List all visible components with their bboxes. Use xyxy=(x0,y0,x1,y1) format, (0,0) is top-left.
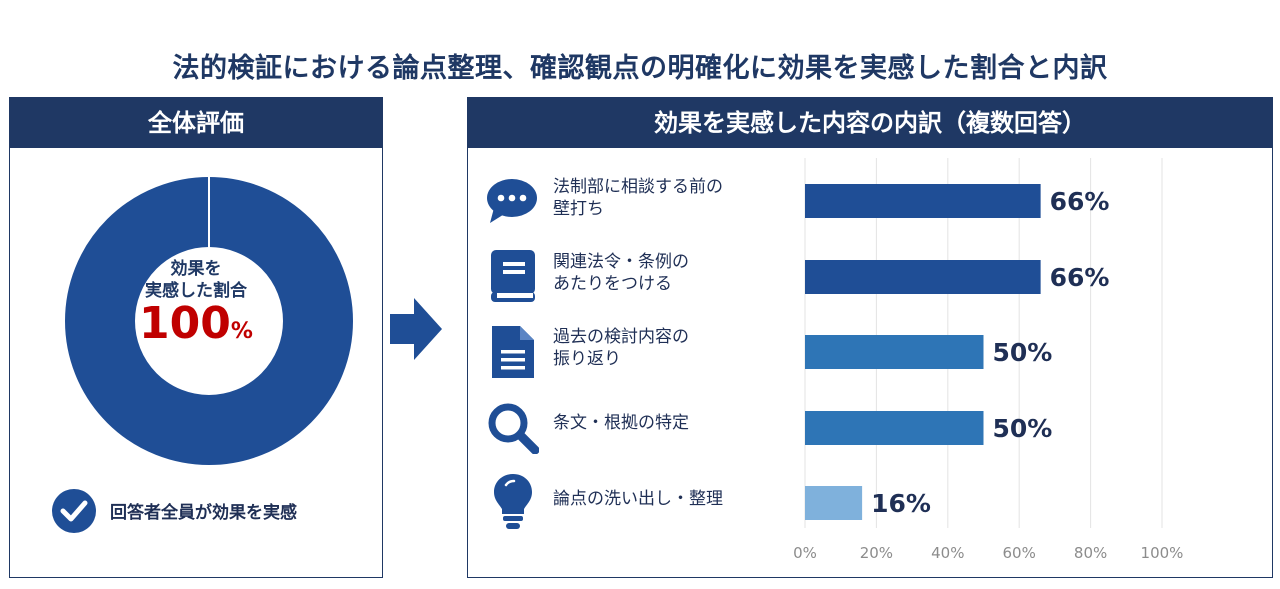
lightbulb-icon xyxy=(494,474,532,529)
check-circle-icon xyxy=(52,489,96,533)
x-tick-label: 80% xyxy=(1074,544,1107,562)
bar-value-label-5: 16% xyxy=(871,489,931,518)
overall-panel-header: 全体評価 xyxy=(10,98,382,148)
bar-5 xyxy=(805,486,863,520)
x-tick-label: 20% xyxy=(860,544,893,562)
donut-value-number: 100 xyxy=(139,298,231,349)
bar-value-label-3: 50% xyxy=(993,338,1053,367)
x-tick-label: 100% xyxy=(1141,544,1184,562)
donut-label-line2: 実感した割合 xyxy=(145,281,247,301)
bar-4 xyxy=(805,411,984,445)
category-label-4: 条文・根拠の特定 xyxy=(553,412,689,434)
arrow-right-icon xyxy=(390,298,442,360)
category-label-1-line1: 法制部に相談する前の xyxy=(553,177,723,197)
main-title: 法的検証における論点整理、確認観点の明確化に効果を実感した割合と内訳 xyxy=(172,53,1108,84)
category-label-3: 過去の検討内容の 振り返り xyxy=(553,326,689,370)
overall-panel: 全体評価 効果を 実感した割合 100% 回答者全員が効果を実感 xyxy=(9,97,383,578)
donut-value-unit: % xyxy=(230,319,253,344)
bar-2 xyxy=(805,260,1041,294)
x-tick-label: 60% xyxy=(1003,544,1036,562)
donut-value: 100% xyxy=(10,298,382,349)
category-label-2: 関連法令・条例の あたりをつける xyxy=(553,251,689,295)
category-label-5: 論点の洗い出し・整理 xyxy=(553,488,723,510)
bar-1 xyxy=(805,184,1041,218)
document-icon xyxy=(492,326,534,378)
all-respondents-text: 回答者全員が効果を実感 xyxy=(110,503,297,523)
bar-value-label-1: 66% xyxy=(1050,187,1110,216)
bar-3 xyxy=(805,335,984,369)
breakdown-panel: 効果を実感した内容の内訳（複数回答） xyxy=(467,97,1273,578)
donut-label-line1: 効果を xyxy=(170,259,222,279)
category-label-3-line1: 過去の検討内容の xyxy=(553,327,689,347)
category-label-2-line1: 関連法令・条例の xyxy=(553,252,689,272)
donut-label: 効果を 実感した割合 xyxy=(10,258,382,302)
category-label-1-line2: 壁打ち xyxy=(553,199,604,219)
category-label-5-line1: 論点の洗い出し・整理 xyxy=(553,489,723,509)
magnifier-icon xyxy=(488,403,539,454)
donut-chart xyxy=(65,176,353,465)
x-tick-label: 40% xyxy=(931,544,964,562)
chat-bubble-icon xyxy=(487,179,537,223)
book-icon xyxy=(491,250,535,302)
category-label-2-line2: あたりをつける xyxy=(553,274,672,294)
bar-value-label-4: 50% xyxy=(993,414,1053,443)
x-tick-label: 0% xyxy=(793,544,817,562)
category-label-4-line1: 条文・根拠の特定 xyxy=(553,413,689,433)
bar-value-label-2: 66% xyxy=(1050,263,1110,292)
category-label-1: 法制部に相談する前の 壁打ち xyxy=(553,176,723,220)
breakdown-panel-header: 効果を実感した内容の内訳（複数回答） xyxy=(468,98,1272,148)
category-label-3-line2: 振り返り xyxy=(553,349,621,369)
